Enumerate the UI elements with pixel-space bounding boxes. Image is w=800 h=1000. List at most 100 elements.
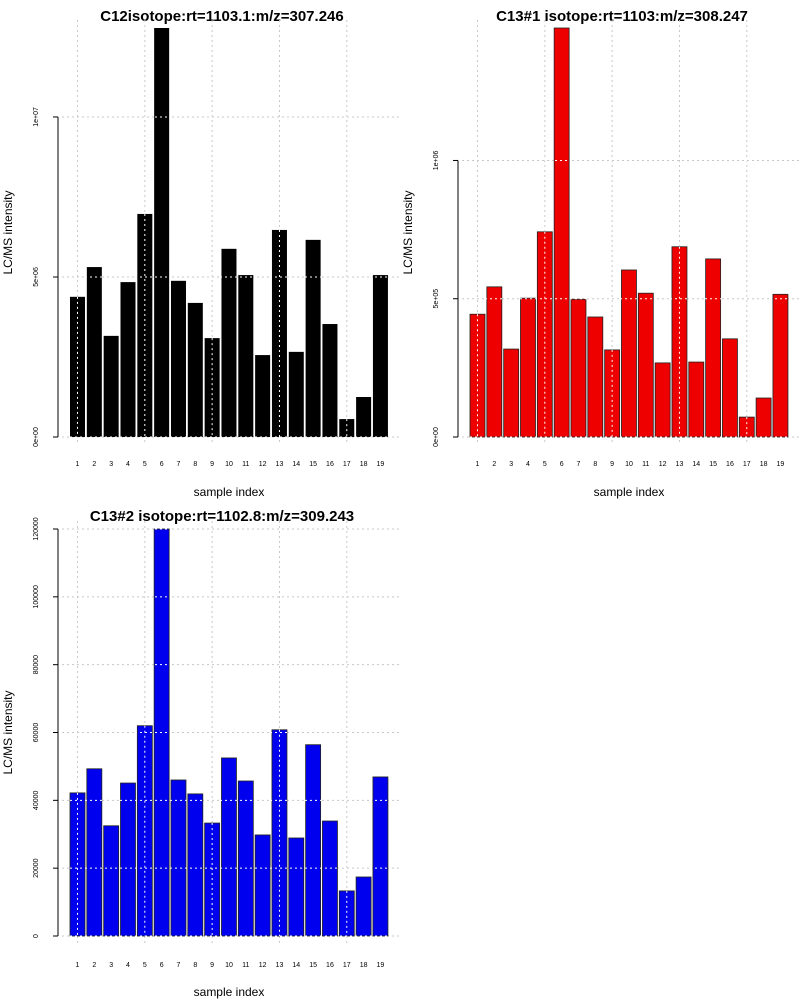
x-tick-label: 19 <box>777 461 785 468</box>
x-tick-label: 8 <box>193 461 197 468</box>
bar-sample-14 <box>288 837 305 937</box>
bar-sample-2 <box>486 286 503 438</box>
x-tick-label: 5 <box>543 461 547 468</box>
x-tick-label: 7 <box>177 461 181 468</box>
bar-sample-11 <box>238 275 254 437</box>
x-tick-label: 14 <box>292 461 300 468</box>
x-tick-label: 14 <box>292 962 300 969</box>
bar-sample-11 <box>237 780 254 937</box>
x-tick-label: 2 <box>92 962 96 969</box>
bar-sample-14 <box>688 361 705 438</box>
x-tick-label: 6 <box>160 962 164 969</box>
y-axis-label: LC/MS intensity <box>1 190 15 274</box>
x-tick-label: 4 <box>126 962 130 969</box>
bar-sample-17 <box>339 419 355 437</box>
x-tick-label: 1 <box>76 962 80 969</box>
bar-sample-7 <box>170 779 187 937</box>
chart-title: C12isotope:rt=1103.1:m/z=307.246 <box>100 8 343 25</box>
x-tick-label: 18 <box>360 962 368 969</box>
bar-sample-4 <box>120 282 136 437</box>
x-tick-label: 12 <box>259 962 267 969</box>
y-axis: 0 20000 40000 60000 80000 100000 120000 <box>33 517 59 938</box>
y-axis-label: LC/MS intensity <box>1 690 15 774</box>
bars <box>70 28 388 437</box>
x-tick-label: 12 <box>659 461 667 468</box>
bars <box>469 27 789 438</box>
bars <box>69 528 389 937</box>
bar-sample-19 <box>372 275 388 437</box>
bar-sample-16 <box>322 324 338 437</box>
x-tick-label: 8 <box>593 461 597 468</box>
x-tick-label: 11 <box>642 461 649 468</box>
bar-sample-16 <box>322 820 338 937</box>
x-tick-label: 6 <box>560 461 564 468</box>
bar-sample-10 <box>621 269 637 438</box>
x-axis-label: sample index <box>194 985 265 999</box>
x-tick-label: 17 <box>743 461 751 468</box>
bar-sample-10 <box>221 757 237 937</box>
x-tick-label: 17 <box>343 461 351 468</box>
bar-sample-10 <box>221 248 237 437</box>
bar-sample-7 <box>570 298 587 438</box>
x-tick-label: 13 <box>676 461 684 468</box>
bar-sample-2 <box>86 267 102 437</box>
chart-panel-2: C13#1 isotope:rt=1103:m/z=308.247 0e+00 5e… <box>401 8 800 499</box>
bar-sample-9 <box>604 349 621 438</box>
x-tick-label: 17 <box>343 962 351 969</box>
chart-title: C13#1 isotope:rt=1103:m/z=308.247 <box>496 8 748 25</box>
bar-sample-18 <box>355 876 372 937</box>
x-tick-label: 11 <box>242 461 249 468</box>
bar-sample-19 <box>772 293 789 438</box>
y-tick-label: 80000 <box>33 655 40 675</box>
x-axis-label: sample index <box>594 485 665 499</box>
x-tick-label: 4 <box>126 461 130 468</box>
x-tick-label: 18 <box>360 461 368 468</box>
bar-sample-11 <box>637 292 654 438</box>
x-tick-label: 12 <box>259 461 267 468</box>
x-tick-label: 1 <box>76 461 80 468</box>
x-axis-label: sample index <box>194 485 265 499</box>
grid-overlay <box>70 528 388 937</box>
y-tick-label: 60000 <box>33 723 40 743</box>
bar-sample-18 <box>755 397 772 438</box>
x-axis: 1 2 3 4 5 6 7 8 9 10 11 12 13 14 15 16 17 18 19 <box>76 962 385 969</box>
x-tick-label: 4 <box>526 461 530 468</box>
y-tick-label: 0 <box>33 934 40 938</box>
x-tick-label: 2 <box>92 461 96 468</box>
bar-sample-14 <box>288 351 304 437</box>
bar-sample-3 <box>103 825 120 937</box>
x-tick-label: 5 <box>143 962 147 969</box>
bar-sample-15 <box>305 239 321 437</box>
bar-sample-15 <box>705 258 722 438</box>
bar-sample-3 <box>503 348 520 438</box>
x-tick-label: 13 <box>276 962 284 969</box>
bar-sample-3 <box>103 335 119 437</box>
x-tick-label: 19 <box>377 962 385 969</box>
y-tick-label: 120000 <box>33 517 40 540</box>
y-tick-label: 1e+06 <box>433 151 440 171</box>
bar-sample-4 <box>520 297 536 438</box>
x-tick-label: 15 <box>709 461 717 468</box>
bar-sample-12 <box>255 355 271 437</box>
y-axis-label: LC/MS intensity <box>401 190 415 274</box>
x-tick-label: 3 <box>109 461 113 468</box>
bar-sample-9 <box>204 338 220 437</box>
bar-sample-4 <box>120 782 136 937</box>
bar-sample-6 <box>154 28 170 437</box>
x-tick-label: 9 <box>610 461 614 468</box>
x-tick-label: 10 <box>225 962 233 969</box>
chart-title: C13#2 isotope:rt=1102.8:m/z=309.243 <box>90 508 354 525</box>
x-tick-label: 9 <box>210 461 214 468</box>
grid-overlay <box>470 159 788 438</box>
x-tick-label: 3 <box>509 461 513 468</box>
x-tick-label: 11 <box>242 962 249 969</box>
chart-panel-3: C13#2 isotope:rt=1102.8:m/z=309.243 0 2000… <box>1 508 400 999</box>
bar-sample-18 <box>356 396 372 437</box>
grid-overlay <box>70 116 388 438</box>
x-tick-label: 8 <box>193 962 197 969</box>
x-tick-label: 7 <box>577 461 581 468</box>
bar-sample-15 <box>305 744 322 937</box>
x-tick-label: 15 <box>309 962 317 969</box>
x-tick-label: 5 <box>143 461 147 468</box>
x-tick-label: 10 <box>225 461 233 468</box>
